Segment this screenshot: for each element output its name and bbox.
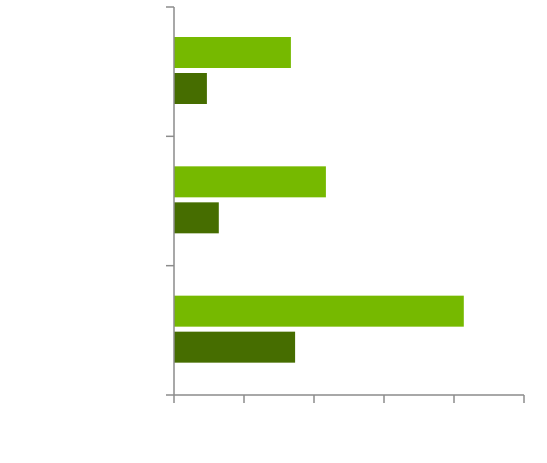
bar <box>174 73 207 104</box>
bar <box>174 166 326 198</box>
bar <box>174 331 296 363</box>
bar <box>174 202 219 234</box>
bar <box>174 37 291 68</box>
bar <box>174 295 464 327</box>
